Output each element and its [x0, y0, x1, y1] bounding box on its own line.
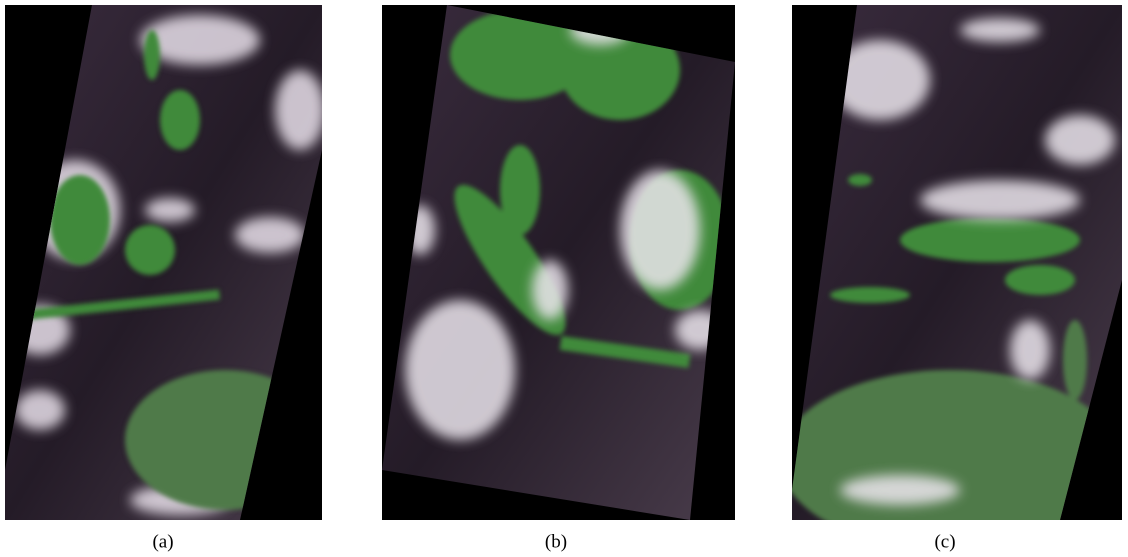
caption: (c): [934, 531, 955, 552]
image-panel-c: [780, 5, 1122, 550]
caption: (b): [545, 531, 567, 552]
image-panel-b: [382, 5, 735, 520]
image-panel-a: [5, 5, 325, 520]
figure: (a) (b) (c): [0, 0, 1128, 557]
page: (a) (b) (c) (() => { const data = JSON.p…: [0, 0, 1128, 557]
caption: (a): [152, 531, 173, 552]
